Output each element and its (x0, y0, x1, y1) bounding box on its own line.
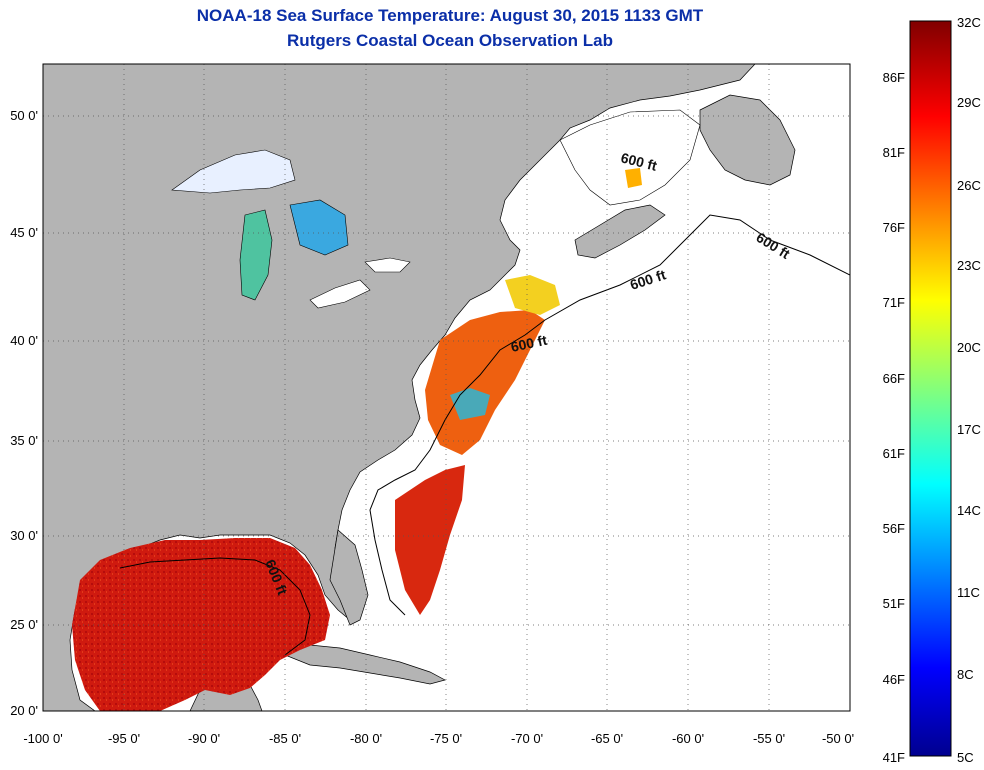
colorbar-label-c: 32C (957, 15, 981, 30)
lat-tick-label: 40 0' (10, 333, 38, 348)
colorbar-label-c: 14C (957, 503, 981, 518)
colorbar-label-f: 61F (883, 446, 905, 461)
lon-tick-label: -90 0' (188, 731, 220, 746)
lon-tick-label: -95 0' (108, 731, 140, 746)
lat-tick-label: 20 0' (10, 703, 38, 718)
colorbar-label-c: 17C (957, 422, 981, 437)
lake-huron (289, 199, 349, 256)
lake-ontario (364, 257, 411, 273)
lon-tick-label: -65 0' (591, 731, 623, 746)
colorbar-label-c: 8C (957, 667, 974, 682)
colorbar: 32C 29C 26C 23C 20C 17C 14C 11C 8C 5C 86… (883, 15, 981, 765)
colorbar-label-c: 20C (957, 340, 981, 355)
colorbar-label-f: 76F (883, 220, 905, 235)
lat-tick-label: 35 0' (10, 433, 38, 448)
lon-tick-label: -85 0' (269, 731, 301, 746)
isobath-label-mid-atlantic: 600 ft (509, 332, 548, 355)
water-gulf-st-lawrence (559, 109, 701, 206)
colorbar-label-f: 46F (883, 672, 905, 687)
sst-mid-atlantic (425, 310, 545, 455)
isobath-600ft-gulf (119, 557, 311, 656)
colorbar-gradient (909, 20, 952, 757)
lon-axis: -100 0' -95 0' -90 0' -85 0' -80 0' -75 … (23, 731, 854, 746)
lon-tick-label: -60 0' (672, 731, 704, 746)
colorbar-label-c: 29C (957, 95, 981, 110)
lake-michigan (239, 209, 273, 301)
colorbar-label-f: 66F (883, 371, 905, 386)
lon-tick-label: -100 0' (23, 731, 62, 746)
land-cuba (284, 644, 446, 685)
sst-gulf-of-mexico (72, 538, 330, 711)
lake-erie (309, 279, 371, 309)
colorbar-label-c: 26C (957, 178, 981, 193)
colorbar-label-f: 81F (883, 145, 905, 160)
plot-border (42, 63, 851, 712)
lat-tick-label: 45 0' (10, 225, 38, 240)
map-title: NOAA-18 Sea Surface Temperature: August … (196, 6, 704, 25)
colorbar-label-f: 41F (883, 750, 905, 765)
sst-gulf-of-maine (505, 275, 560, 315)
lat-tick-label: 30 0' (10, 528, 38, 543)
lon-tick-label: -80 0' (350, 731, 382, 746)
sst-scotian-shelf (625, 168, 642, 188)
lon-tick-label: -70 0' (511, 731, 543, 746)
colorbar-label-f: 71F (883, 295, 905, 310)
land-florida (329, 529, 369, 626)
lat-axis: 50 0' 45 0' 40 0' 35 0' 30 0' 25 0' 20 0… (10, 108, 38, 718)
lat-tick-label: 50 0' (10, 108, 38, 123)
isobath-600ft (369, 214, 850, 616)
lon-tick-label: -75 0' (430, 731, 462, 746)
map-subtitle: Rutgers Coastal Ocean Observation Lab (287, 31, 613, 50)
lon-tick-label: -50 0' (822, 731, 854, 746)
colorbar-label-f: 86F (883, 70, 905, 85)
lat-tick-label: 25 0' (10, 617, 38, 632)
lake-superior (171, 149, 296, 194)
colorbar-label-f: 56F (883, 521, 905, 536)
sst-atlantic-south (395, 465, 465, 615)
colorbar-label-c: 5C (957, 750, 974, 765)
sst-gulf-stream-cool (450, 388, 490, 420)
lon-tick-label: -55 0' (753, 731, 785, 746)
colorbar-label-f: 51F (883, 596, 905, 611)
colorbar-label-c: 23C (957, 258, 981, 273)
land-nova-scotia (574, 204, 666, 259)
land-newfoundland (699, 94, 796, 186)
colorbar-label-c: 11C (957, 585, 980, 600)
